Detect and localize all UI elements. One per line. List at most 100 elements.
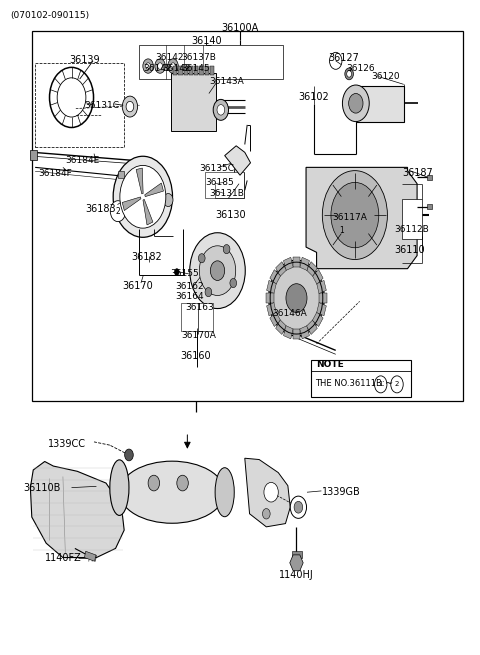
Polygon shape [136, 168, 143, 194]
Text: 36164: 36164 [175, 292, 204, 301]
Circle shape [177, 476, 188, 491]
Text: 36117A: 36117A [332, 213, 367, 222]
Bar [204, 66, 209, 75]
Bar [270, 270, 280, 284]
Text: 36142: 36142 [156, 53, 184, 62]
Circle shape [170, 63, 175, 69]
Bar [312, 270, 323, 284]
Circle shape [336, 222, 348, 239]
Text: 36170A: 36170A [181, 331, 216, 340]
Circle shape [391, 376, 403, 393]
Bar [284, 326, 293, 339]
Ellipse shape [120, 461, 225, 523]
Polygon shape [30, 462, 124, 557]
Circle shape [263, 508, 270, 519]
Text: 1339CC: 1339CC [48, 439, 85, 449]
Bar [292, 551, 302, 557]
Bar [402, 199, 422, 238]
Circle shape [49, 67, 94, 128]
Circle shape [217, 105, 225, 115]
Circle shape [348, 94, 363, 113]
Circle shape [143, 59, 154, 73]
Circle shape [199, 246, 236, 295]
Circle shape [323, 171, 387, 259]
Bar [311, 360, 411, 398]
FancyBboxPatch shape [356, 86, 404, 122]
Bar [284, 257, 293, 271]
Text: 36131C: 36131C [84, 101, 120, 110]
Polygon shape [122, 197, 141, 210]
Circle shape [110, 200, 126, 221]
Circle shape [286, 284, 307, 312]
Bar [300, 257, 310, 271]
Bar [140, 45, 283, 79]
Text: 36131B: 36131B [209, 189, 244, 198]
Bar [276, 262, 287, 276]
Circle shape [230, 278, 237, 288]
Bar [293, 257, 300, 267]
Circle shape [122, 96, 138, 117]
Text: 36137B: 36137B [181, 53, 216, 62]
Text: 2: 2 [395, 381, 399, 387]
Polygon shape [245, 458, 290, 527]
Bar [173, 66, 177, 75]
Circle shape [210, 261, 225, 280]
Polygon shape [143, 199, 153, 225]
Text: (070102-090115): (070102-090115) [10, 11, 89, 20]
Bar [307, 320, 317, 335]
Text: 1140FZ: 1140FZ [45, 553, 82, 563]
Circle shape [157, 63, 162, 69]
Circle shape [347, 71, 351, 77]
Text: 36183: 36183 [85, 204, 116, 214]
Circle shape [57, 78, 86, 117]
Text: 36135C: 36135C [199, 164, 234, 173]
Circle shape [113, 157, 172, 237]
Text: NOTE: NOTE [317, 360, 344, 369]
Bar [178, 66, 182, 75]
Text: 1140HJ: 1140HJ [279, 570, 314, 580]
Bar [427, 174, 432, 179]
Bar [30, 151, 37, 160]
Circle shape [223, 244, 230, 253]
Bar [32, 31, 463, 401]
Circle shape [264, 482, 278, 502]
Text: 36142: 36142 [144, 64, 172, 73]
Circle shape [155, 59, 165, 73]
Text: 36143A: 36143A [209, 77, 244, 86]
Circle shape [163, 193, 173, 206]
Circle shape [374, 376, 387, 393]
Bar [183, 66, 188, 75]
Polygon shape [290, 555, 303, 571]
Circle shape [294, 501, 303, 513]
Circle shape [342, 85, 369, 122]
Bar [266, 303, 276, 316]
Bar [312, 312, 323, 327]
Bar [300, 326, 310, 339]
Circle shape [213, 100, 228, 121]
Text: 36127: 36127 [328, 52, 360, 63]
Polygon shape [225, 146, 251, 175]
Bar [270, 312, 280, 327]
Bar [180, 303, 213, 331]
Bar [194, 66, 198, 75]
Circle shape [198, 253, 205, 263]
Text: 36100A: 36100A [221, 23, 259, 33]
Text: 36112B: 36112B [394, 225, 429, 234]
Text: 36163: 36163 [185, 303, 214, 312]
Circle shape [120, 166, 166, 228]
Bar [35, 64, 124, 147]
Circle shape [126, 102, 134, 112]
Bar [119, 171, 124, 178]
Bar [276, 320, 287, 335]
Circle shape [148, 476, 159, 491]
Text: 36184F: 36184F [38, 170, 72, 178]
Text: 2: 2 [116, 207, 120, 215]
Circle shape [205, 288, 212, 297]
Bar [266, 280, 276, 293]
Bar [319, 293, 326, 303]
Circle shape [331, 182, 379, 248]
Text: 36170: 36170 [123, 282, 154, 291]
Ellipse shape [215, 468, 234, 517]
Text: 36145: 36145 [181, 64, 210, 73]
Text: ~: ~ [385, 379, 394, 389]
